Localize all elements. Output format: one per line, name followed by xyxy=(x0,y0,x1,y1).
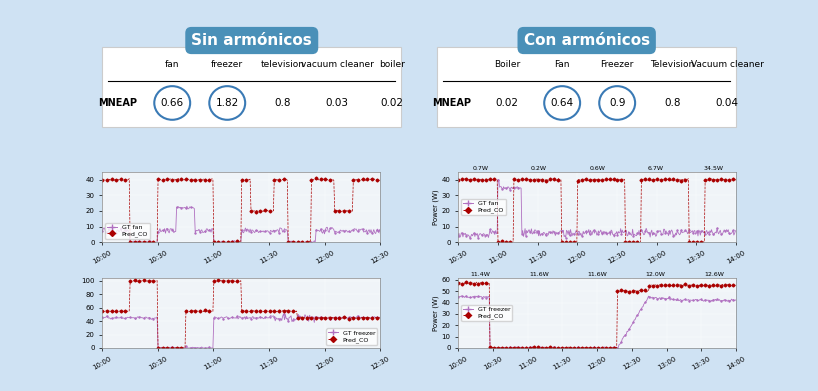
Legend: GT freezer, Pred_CO: GT freezer, Pred_CO xyxy=(326,328,377,345)
Text: 0.04: 0.04 xyxy=(716,98,739,108)
Text: vacuum cleaner: vacuum cleaner xyxy=(301,60,374,69)
Text: freezer: freezer xyxy=(211,60,243,69)
Y-axis label: Power (W): Power (W) xyxy=(432,295,438,330)
Text: Boiler: Boiler xyxy=(494,60,520,69)
Text: 0.02: 0.02 xyxy=(496,98,519,108)
Text: 0.9: 0.9 xyxy=(609,98,626,108)
Text: 6.7W: 6.7W xyxy=(648,166,663,171)
Text: 0.2W: 0.2W xyxy=(531,166,546,171)
Text: 0.7W: 0.7W xyxy=(473,166,488,171)
Text: 12.0W: 12.0W xyxy=(645,272,666,277)
Text: boiler: boiler xyxy=(380,60,405,69)
Text: Sin armónicos: Sin armónicos xyxy=(191,33,312,48)
Text: Television: Television xyxy=(650,60,694,69)
FancyBboxPatch shape xyxy=(437,47,736,127)
Legend: GT fan, Pred_CO: GT fan, Pred_CO xyxy=(461,199,506,215)
Text: 0.8: 0.8 xyxy=(274,98,290,108)
Legend: GT freezer, Pred_CO: GT freezer, Pred_CO xyxy=(461,305,512,321)
Text: MNEAP: MNEAP xyxy=(97,98,137,108)
Text: 11.6W: 11.6W xyxy=(587,272,607,277)
Text: Con armónicos: Con armónicos xyxy=(524,33,649,48)
Text: television: television xyxy=(260,60,304,69)
Text: Fan: Fan xyxy=(555,60,570,69)
Legend: GT fan, Pred_CO: GT fan, Pred_CO xyxy=(106,223,150,239)
Y-axis label: Power (W): Power (W) xyxy=(432,189,438,225)
Text: fan: fan xyxy=(165,60,179,69)
Text: Freezer: Freezer xyxy=(600,60,634,69)
Text: 11.6W: 11.6W xyxy=(529,272,549,277)
Text: 0.8: 0.8 xyxy=(664,98,681,108)
Text: 0.66: 0.66 xyxy=(160,98,184,108)
Text: 0.6W: 0.6W xyxy=(589,166,605,171)
Text: 12.6W: 12.6W xyxy=(704,272,724,277)
Text: 1.82: 1.82 xyxy=(216,98,239,108)
Text: MNEAP: MNEAP xyxy=(433,98,472,108)
Text: 0.64: 0.64 xyxy=(551,98,573,108)
Text: Vacuum cleaner: Vacuum cleaner xyxy=(690,60,764,69)
Text: 0.03: 0.03 xyxy=(326,98,348,108)
Text: 11.4W: 11.4W xyxy=(470,272,490,277)
Text: 34.5W: 34.5W xyxy=(704,166,724,171)
FancyBboxPatch shape xyxy=(102,47,402,127)
Text: 0.02: 0.02 xyxy=(381,98,404,108)
